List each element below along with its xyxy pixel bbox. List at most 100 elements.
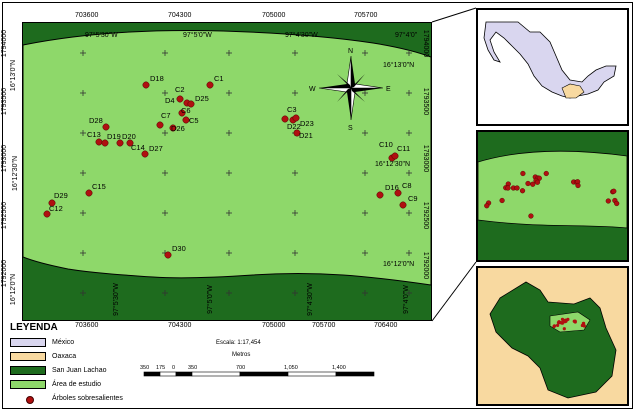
scale-tick-label: 350 [188, 365, 197, 371]
lon-top-label: 97°4'30"W [285, 31, 318, 39]
inset-tree-point [605, 198, 611, 204]
legend-label: Árboles sobresalientes [52, 395, 123, 402]
tree-label: C11 [397, 144, 410, 153]
inset-tree-point [530, 181, 536, 187]
inset-tree-point [484, 203, 490, 209]
lat-left-label: 16°12'0"N [10, 273, 18, 306]
inset-tree-point [614, 200, 620, 207]
tree-marker-icon [26, 396, 34, 404]
tree-point [116, 139, 124, 147]
scale-tick-label: 1,050 [284, 365, 298, 371]
y-left-label: 1793500 [1, 87, 9, 116]
legend-label: México [52, 339, 75, 346]
x-bottom-label: 705700 [312, 322, 336, 329]
legend-title: LEYENDA [10, 322, 58, 333]
tree-label: C9 [408, 194, 418, 203]
lon-top-label: 97°5'0"W [183, 31, 212, 39]
tree-point [178, 109, 186, 117]
tree-label: C14 [131, 143, 145, 152]
tree-label: C15 [92, 182, 106, 191]
lon-bottom-label: 97°5'0"W [206, 285, 214, 314]
inset-mexico [476, 8, 629, 126]
tree-point [126, 139, 134, 147]
grid-crosses [80, 50, 412, 296]
lat-right-label: 16°12'30"N [375, 160, 410, 168]
y-left-label: 1794000 [1, 29, 9, 58]
x-bottom-label: 706400 [374, 322, 398, 329]
tree-point [164, 251, 172, 259]
oaxaca-shape [561, 83, 585, 99]
scale-bar: 350 175 0 350 700 1,050 1,400 [140, 365, 375, 377]
x-top-label: 704300 [168, 12, 192, 19]
lachao-study-area [549, 311, 591, 333]
tree-point [141, 150, 149, 158]
x-top-label: 703600 [75, 12, 99, 19]
north-arrow: N S E W [309, 48, 391, 132]
lachao-tree-point [562, 327, 566, 331]
tree-point [391, 152, 399, 160]
scale-segment [239, 371, 289, 377]
x-bottom-label: 703600 [75, 322, 99, 329]
y-left-label: 1793000 [1, 144, 9, 173]
lachao-tree-point [582, 324, 586, 328]
x-bottom-label: 705000 [262, 322, 286, 329]
tree-point [101, 139, 109, 147]
tree-point [156, 121, 164, 129]
inset-tree-point [505, 185, 511, 191]
y-left-label: 1792000 [1, 259, 9, 288]
tree-label: C1 [214, 74, 224, 83]
x-top-label: 705700 [354, 12, 378, 19]
tree-label: D27 [149, 144, 163, 153]
scale-tick-label: 350 [140, 365, 149, 371]
tree-point [292, 114, 300, 122]
y-right-label: 1793000 [422, 144, 430, 173]
inset-tree-point [499, 197, 505, 204]
inset-tree-point [514, 185, 520, 191]
y-right-label: 1792500 [422, 201, 430, 230]
inset-tree-point [575, 182, 581, 189]
tree-point [187, 100, 195, 108]
scale-tick-label: 1,400 [332, 365, 346, 371]
y-left-label: 1792500 [1, 201, 9, 230]
lachao-shape [489, 281, 617, 399]
tree-label: C6 [181, 106, 191, 115]
inset-tree-point [519, 188, 526, 194]
lachao-tree-point [560, 321, 564, 325]
legend-swatch-study [10, 380, 46, 389]
scale-segment [335, 371, 375, 377]
inset-tree-point [520, 170, 526, 177]
tree-point [176, 95, 184, 103]
lat-right-label: 16°13'0"N [383, 61, 414, 69]
tree-label: D29 [54, 191, 68, 200]
legend-label: Oaxaca [52, 353, 77, 360]
tree-point [142, 81, 150, 89]
tree-label: D28 [89, 116, 103, 125]
lat-left-label: 16°13'0"N [10, 59, 18, 92]
inset-lachao [476, 266, 629, 406]
tree-label: D22 [287, 122, 301, 131]
tree-point [48, 199, 56, 207]
scale-unit: Metros [232, 352, 251, 358]
tree-label: C12 [49, 204, 63, 213]
inset-tree-point [611, 188, 617, 194]
legend-swatch-oaxaca [10, 352, 46, 361]
tree-label: D21 [299, 131, 313, 140]
lat-right-label: 16°12'0"N [383, 260, 414, 268]
study-area [23, 30, 431, 286]
tree-label: D26 [171, 124, 185, 133]
tree-label: C3 [287, 105, 297, 114]
scale-segment [175, 371, 193, 377]
inset-tree-point [534, 179, 541, 185]
y-right-label: 1793500 [422, 87, 430, 116]
tree-label: C8 [402, 181, 412, 190]
x-bottom-label: 704300 [168, 322, 192, 329]
lachao-tree-point [563, 320, 567, 324]
lachao-tree-point [552, 324, 556, 329]
tree-point [102, 123, 110, 131]
tree-point [169, 124, 177, 132]
tree-point [95, 138, 103, 146]
lat-left-label: 16°12'30"N [12, 155, 20, 192]
tree-label: C10 [379, 140, 393, 149]
